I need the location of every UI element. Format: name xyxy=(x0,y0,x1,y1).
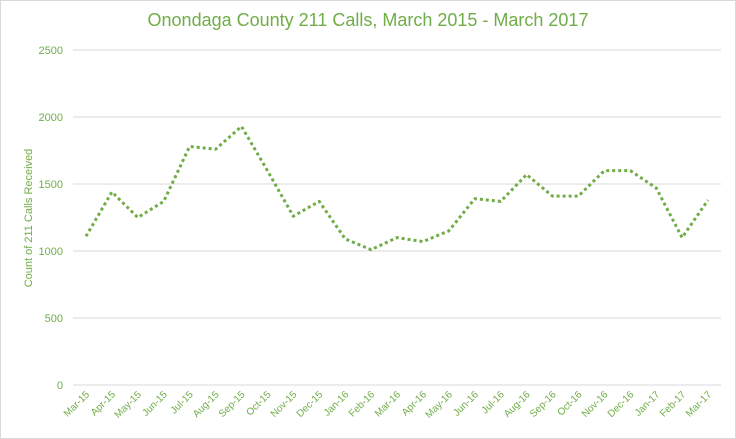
x-tick-label: Jun-15 xyxy=(140,389,170,419)
x-tick-label: Mar-15 xyxy=(62,389,92,419)
data-point xyxy=(525,173,528,176)
x-axis-ticks: Mar-15Apr-15May-15Jun-15Jul-15Aug-15Sep-… xyxy=(62,389,715,421)
x-tick-label: Nov-16 xyxy=(580,389,611,420)
data-point xyxy=(162,200,165,203)
x-tick-label: Dec-15 xyxy=(295,389,326,420)
data-point xyxy=(499,200,502,203)
x-tick-label: Feb-17 xyxy=(658,389,688,419)
x-tick-label: Feb-16 xyxy=(347,389,377,419)
data-point xyxy=(240,125,243,128)
x-tick-label: Mar-17 xyxy=(684,389,714,419)
data-point xyxy=(136,216,139,219)
data-point xyxy=(318,200,321,203)
data-point xyxy=(188,145,191,148)
data-point xyxy=(396,236,399,239)
series-line xyxy=(84,124,710,252)
data-point xyxy=(344,237,347,240)
gridlines xyxy=(73,49,721,386)
data-point xyxy=(84,235,87,238)
data-point xyxy=(266,169,269,172)
y-axis-ticks: 0 500 1000 1500 2000 2500 xyxy=(39,45,63,392)
x-tick-label: Sep-15 xyxy=(217,389,248,420)
x-tick-label: Jan-16 xyxy=(322,389,352,419)
y-tick-label: 2000 xyxy=(39,112,63,124)
data-point xyxy=(292,215,295,218)
data-point xyxy=(577,195,580,198)
x-tick-label: Sep-16 xyxy=(528,389,559,420)
series-layer xyxy=(84,124,710,252)
x-tick-label: Aug-16 xyxy=(502,389,533,420)
chart-title: Onondaga County 211 Calls, March 2015 - … xyxy=(147,10,589,30)
x-tick-label: Dec-16 xyxy=(606,389,637,420)
data-point xyxy=(551,195,554,198)
y-tick-label: 500 xyxy=(45,313,63,325)
y-tick-label: 0 xyxy=(57,380,63,392)
x-tick-label: Nov-15 xyxy=(269,389,300,420)
x-tick-label: Jan-17 xyxy=(633,389,663,419)
data-point xyxy=(214,148,217,151)
x-tick-label: Mar-16 xyxy=(373,389,403,419)
y-tick-label: 1000 xyxy=(39,246,63,258)
x-tick-label: Aug-15 xyxy=(191,389,222,420)
data-point xyxy=(473,197,476,200)
x-tick-label: Jun-16 xyxy=(451,389,481,419)
data-point xyxy=(447,229,450,232)
y-tick-label: 2500 xyxy=(39,45,63,57)
data-point xyxy=(707,199,710,202)
data-point xyxy=(655,187,658,190)
data-point xyxy=(603,169,606,172)
data-point xyxy=(629,169,632,172)
y-tick-label: 1500 xyxy=(39,179,63,191)
x-tick-label: May-16 xyxy=(424,389,456,421)
y-axis-title: Count of 211 Calls Received xyxy=(23,149,35,288)
data-point xyxy=(681,236,684,239)
data-point xyxy=(110,191,113,194)
data-point xyxy=(370,248,373,251)
x-tick-label: May-15 xyxy=(113,389,145,421)
data-point xyxy=(421,240,424,243)
